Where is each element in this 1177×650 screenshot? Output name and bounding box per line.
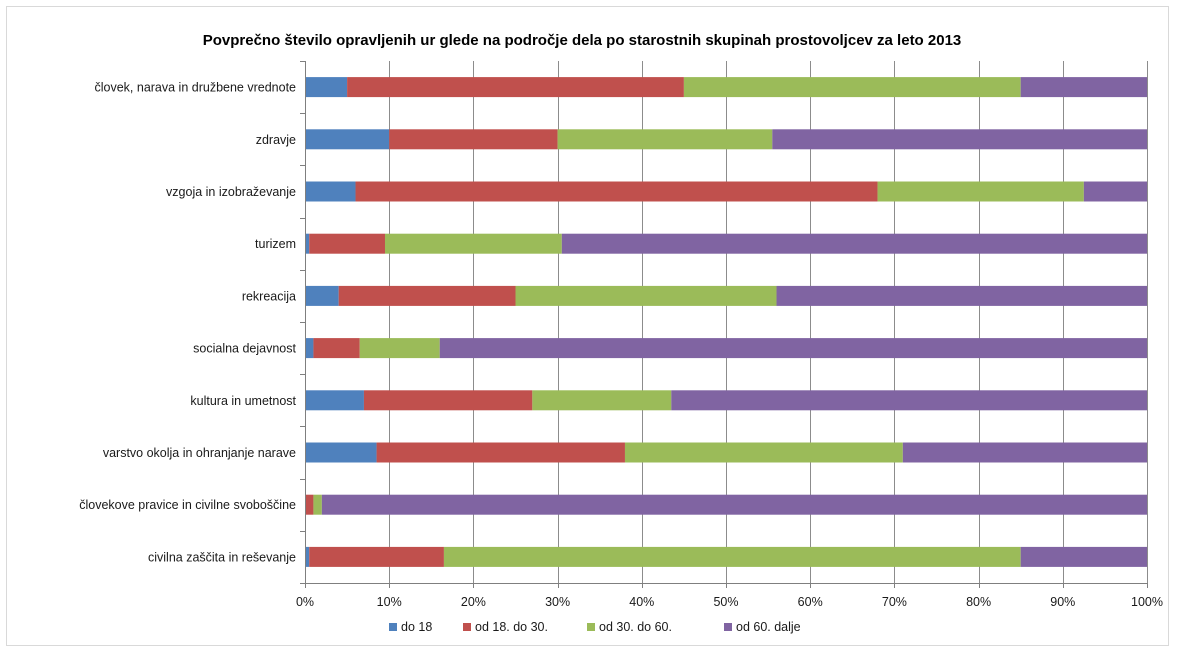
category-label: zdravje bbox=[256, 133, 296, 147]
bar-segment bbox=[305, 390, 364, 411]
bar-segment bbox=[313, 338, 360, 359]
bar-segment bbox=[363, 390, 533, 411]
bar-segment bbox=[671, 390, 1147, 411]
category-label: človek, narava in družbene vrednote bbox=[94, 81, 296, 95]
x-tick-label: 90% bbox=[1050, 595, 1075, 609]
bar-segment bbox=[1020, 546, 1147, 567]
x-tick-label: 0% bbox=[296, 595, 314, 609]
x-tick-labels: 0% 10% 20% 30% 40% 50% 60% 70% 80% 90% 100% bbox=[296, 595, 1163, 609]
legend-label: od 30. do 60. bbox=[599, 620, 672, 634]
legend-swatch bbox=[724, 623, 732, 631]
bar-segment bbox=[772, 129, 1147, 150]
bar-segment bbox=[305, 129, 390, 150]
legend-swatch bbox=[463, 623, 471, 631]
category-label: rekreacija bbox=[242, 289, 296, 303]
category-label: kultura in umetnost bbox=[190, 394, 296, 408]
bar-segment bbox=[305, 338, 314, 359]
bar-segment bbox=[439, 338, 1148, 359]
x-tick-label: 40% bbox=[629, 595, 654, 609]
category-label: človekove pravice in civilne svoboščine bbox=[79, 498, 296, 512]
x-tick-label: 70% bbox=[882, 595, 907, 609]
x-tick-label: 100% bbox=[1131, 595, 1163, 609]
bar-segment bbox=[321, 494, 1148, 515]
bars-layer bbox=[305, 77, 1148, 567]
bar-segment bbox=[902, 442, 1147, 463]
bar-segment bbox=[683, 77, 1021, 98]
bar-segment bbox=[305, 181, 356, 202]
category-label: socialna dejavnost bbox=[193, 342, 296, 356]
x-tick-label: 50% bbox=[713, 595, 738, 609]
bar-segment bbox=[443, 546, 1021, 567]
legend-label: od 18. do 30. bbox=[475, 620, 548, 634]
legend-swatch bbox=[587, 623, 595, 631]
x-tick-label: 10% bbox=[377, 595, 402, 609]
bar-segment bbox=[557, 129, 773, 150]
legend: do 18 od 18. do 30. od 30. do 60. od 60. da… bbox=[389, 620, 801, 634]
bar-segment bbox=[305, 442, 377, 463]
bar-segment bbox=[305, 494, 314, 515]
chart-title: Povprečno število opravljenih ur glede n… bbox=[203, 32, 962, 49]
bar-segment bbox=[561, 233, 1147, 254]
bar-segment bbox=[338, 285, 516, 306]
x-tick-label: 80% bbox=[966, 595, 991, 609]
x-tick-label: 60% bbox=[798, 595, 823, 609]
legend-label: od 60. dalje bbox=[736, 620, 801, 634]
bar-segment bbox=[1083, 181, 1147, 202]
bar-segment bbox=[359, 338, 440, 359]
x-tick-label: 30% bbox=[545, 595, 570, 609]
bar-segment bbox=[313, 494, 322, 515]
category-label: turizem bbox=[255, 237, 296, 251]
chart-svg: Povprečno število opravljenih ur glede n… bbox=[79, 32, 1163, 634]
bar-segment bbox=[877, 181, 1084, 202]
legend-label: do 18 bbox=[401, 620, 432, 634]
bar-segment bbox=[776, 285, 1147, 306]
bar-segment bbox=[305, 285, 339, 306]
category-label: civilna zaščita in reševanje bbox=[148, 550, 296, 564]
bar-segment bbox=[309, 546, 444, 567]
bar-segment bbox=[376, 442, 625, 463]
category-labels: človek, narava in družbene vrednote zdrav… bbox=[79, 81, 296, 565]
chart-frame: Povprečno število opravljenih ur glede n… bbox=[6, 6, 1169, 646]
bar-segment bbox=[309, 233, 385, 254]
category-label: varstvo okolja in ohranjanje narave bbox=[103, 446, 296, 460]
axis-layer bbox=[300, 61, 1148, 588]
bar-segment bbox=[384, 233, 562, 254]
bar-segment bbox=[624, 442, 903, 463]
bar-segment bbox=[389, 129, 558, 150]
bar-segment bbox=[355, 181, 878, 202]
category-label: vzgoja in izobraževanje bbox=[166, 185, 296, 199]
bar-segment bbox=[1020, 77, 1147, 98]
bar-segment bbox=[532, 390, 672, 411]
bar-segment bbox=[347, 77, 684, 98]
bar-segment bbox=[305, 233, 310, 254]
bar-segment bbox=[515, 285, 777, 306]
legend-swatch bbox=[389, 623, 397, 631]
bar-segment bbox=[305, 77, 348, 98]
x-tick-label: 20% bbox=[461, 595, 486, 609]
bar-segment bbox=[305, 546, 310, 567]
